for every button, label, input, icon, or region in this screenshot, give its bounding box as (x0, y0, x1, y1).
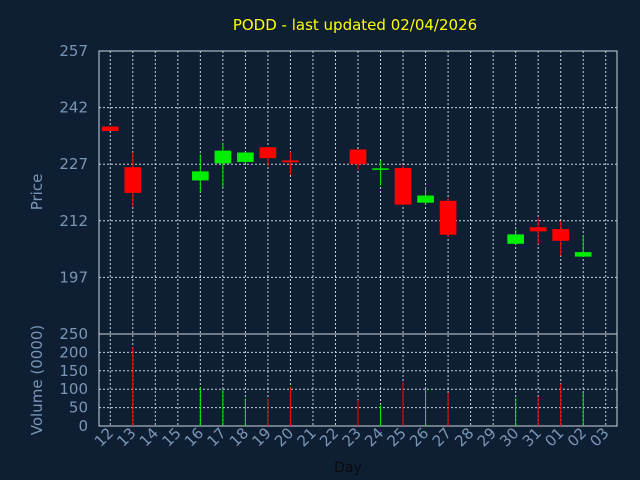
candle (101, 126, 119, 131)
candle-body (101, 126, 119, 131)
candle (192, 154, 209, 193)
candle-body (394, 167, 412, 205)
candle (507, 229, 524, 245)
candle (282, 151, 299, 175)
candle (372, 161, 389, 186)
price-tick-label: 242 (59, 99, 88, 117)
price-tick-label: 212 (59, 212, 88, 230)
candle-body (349, 149, 367, 165)
candle-body (507, 234, 524, 244)
volume-tick-label: 50 (69, 399, 88, 417)
price-tick-label: 257 (59, 42, 88, 60)
candle-body (439, 200, 457, 235)
candle (417, 187, 434, 205)
candle (349, 149, 367, 170)
price-tick-label: 227 (59, 155, 88, 173)
volume-tick-label: 250 (59, 325, 88, 343)
price-axis-label: Price (28, 174, 46, 211)
candle (394, 164, 412, 205)
volume-tick-label: 150 (59, 362, 88, 380)
price-axis: 257 242 227 212 197 (59, 42, 88, 286)
price-tick-label: 197 (59, 268, 88, 286)
candle-body (259, 147, 277, 159)
volume-bars (132, 346, 584, 426)
day-axis: 1213141516171819202122232425262728293031… (91, 424, 613, 450)
candle (259, 147, 277, 167)
candle-body (552, 229, 570, 241)
candle (214, 142, 232, 188)
day-axis-label: Day (334, 460, 362, 476)
volume-tick-label: 0 (78, 417, 88, 435)
candle (529, 218, 547, 244)
day-tick-label: 03 (586, 424, 612, 450)
candle-body (529, 227, 547, 232)
candle-body (124, 167, 142, 193)
candle (552, 221, 570, 256)
candle (237, 152, 254, 164)
candle-body (574, 252, 592, 257)
candle-body (214, 150, 232, 164)
candle (574, 234, 592, 258)
candle-body (372, 168, 389, 170)
volume-axis-label: Volume (0000) (28, 325, 46, 435)
candles (101, 126, 592, 258)
candle-body (192, 171, 209, 181)
volume-tick-label: 200 (59, 343, 88, 361)
grid-lines (99, 50, 617, 426)
candle-body (417, 195, 434, 203)
candle-body (237, 152, 254, 162)
candle (124, 152, 142, 207)
chart-title: PODD - last updated 02/04/2026 (233, 16, 477, 34)
candle-body (282, 160, 299, 163)
volume-tick-label: 100 (59, 380, 88, 398)
candle (439, 197, 457, 238)
